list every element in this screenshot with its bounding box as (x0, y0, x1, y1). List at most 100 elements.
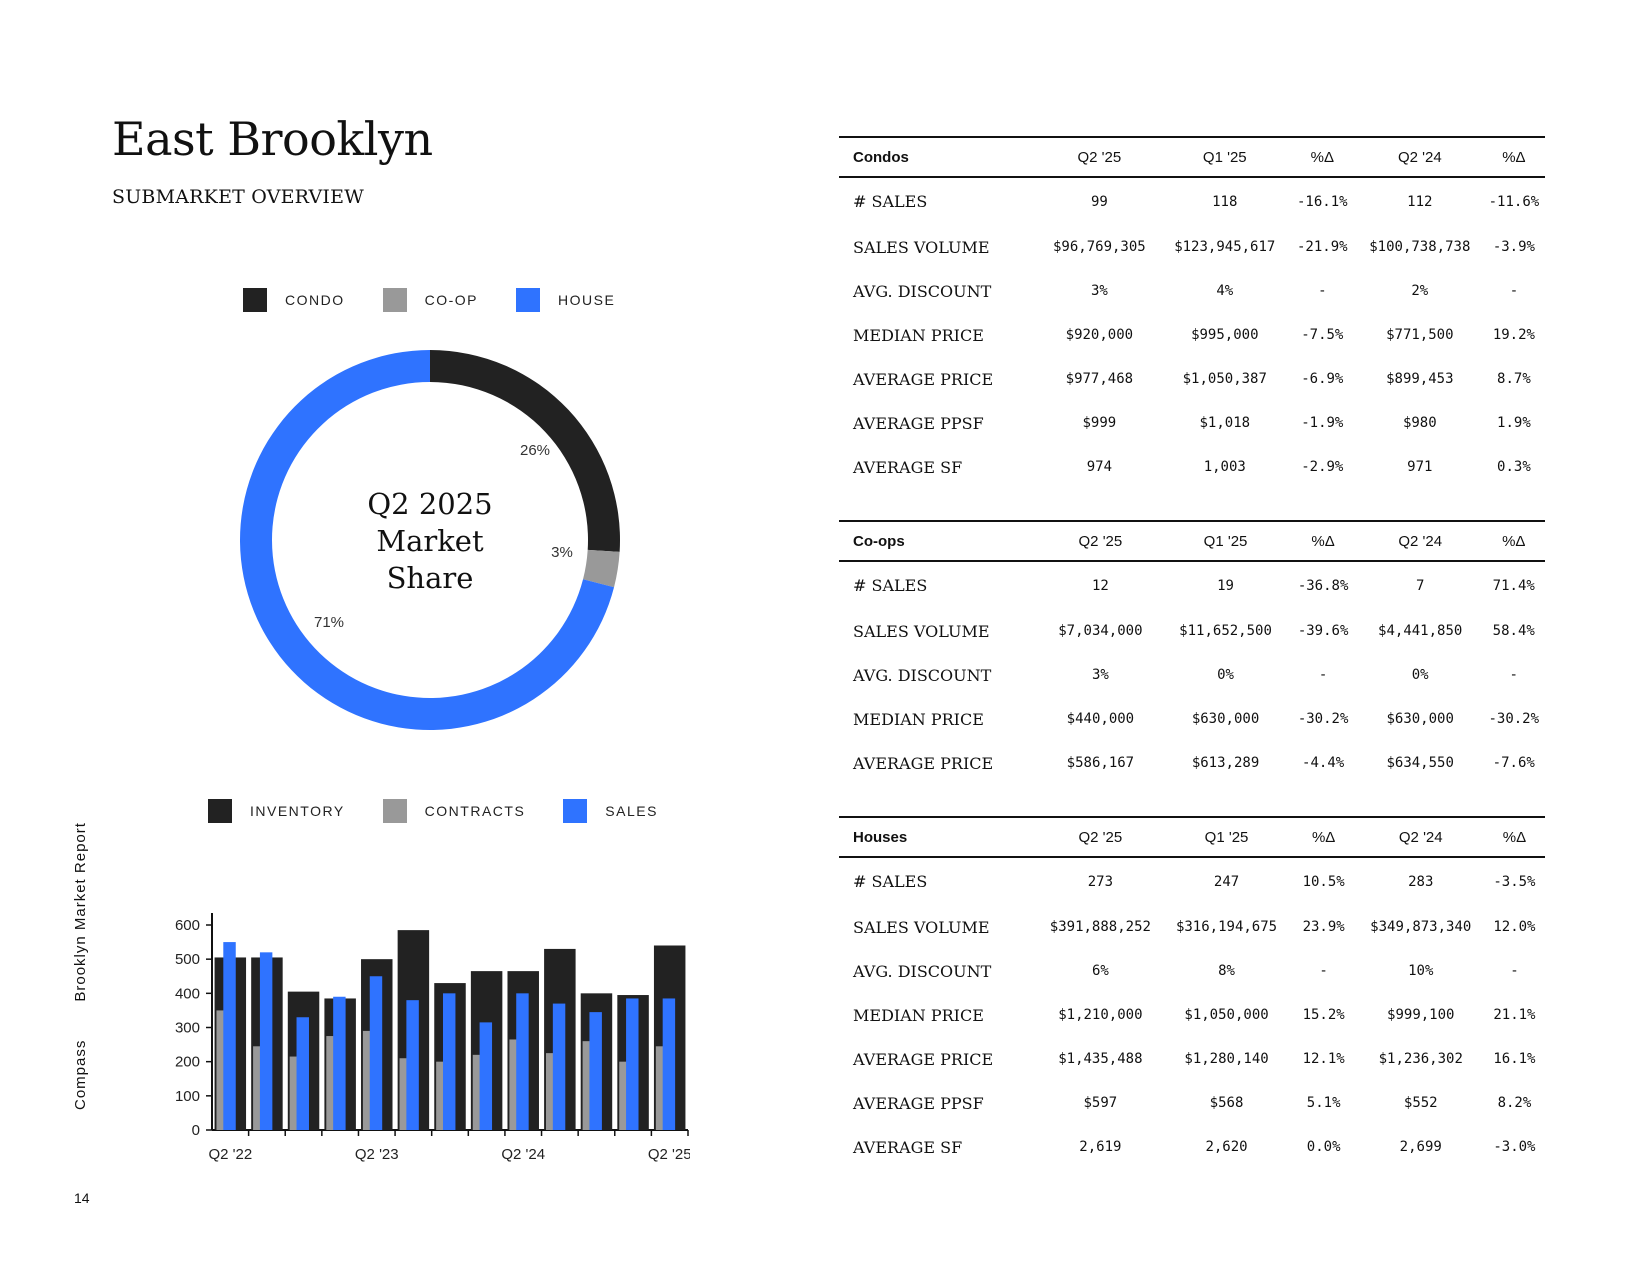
donut-slice-co-op (583, 549, 620, 588)
table-row: # SALES 12 19 -36.8% 7 71.4% (839, 561, 1545, 609)
table-cell: - (1319, 963, 1328, 979)
table-cell: 3% (1091, 667, 1109, 683)
table-cell: 2,699 (1399, 1139, 1442, 1155)
table-cell: $980 (1402, 415, 1437, 431)
y-tick-label: 0 (192, 1122, 200, 1139)
table-row: AVERAGE PRICE $1,435,488 $1,280,140 12.1% $1… (839, 1037, 1545, 1081)
table-cell: $100,738,738 (1369, 239, 1471, 255)
row-label: # SALES (853, 192, 928, 211)
table-cell: 12.0% (1493, 919, 1536, 935)
table-cell: $999 (1082, 415, 1117, 431)
donut-center-label: Market (376, 524, 484, 558)
table-row: # SALES 99 118 -16.1% 112 -11.6% (839, 177, 1545, 225)
table-cell: 6% (1091, 963, 1109, 979)
table-cell: 0.3% (1497, 459, 1531, 475)
inventory-contracts-sales-bar-chart: 0 100 200 300 400 500 600 Q2 '22 Q2 '23 Q2 '24 Q2 … (175, 913, 690, 1163)
table-cell: 7 (1415, 577, 1425, 594)
y-tick-label: 600 (175, 917, 200, 934)
table-cell: -7.6% (1492, 755, 1535, 771)
table-cell: 23.9% (1302, 919, 1345, 935)
y-tick-label: 400 (175, 985, 200, 1002)
table-cell: $349,873,340 (1370, 919, 1472, 935)
table-cell: 0% (1411, 667, 1429, 683)
table-cell: $568 (1209, 1095, 1244, 1111)
legend-coop: CO-OP (382, 288, 478, 312)
column-header: %Δ (1483, 816, 1545, 858)
column-header: Q2 '25 (1037, 816, 1164, 858)
table-cell: 3% (1090, 283, 1108, 299)
donut-center-label: Q2 2025 (367, 487, 492, 521)
table-cell: 58.4% (1492, 623, 1535, 639)
row-label: SALES VOLUME (853, 917, 990, 937)
table-cell: - (1509, 283, 1519, 299)
table-cell: 8.7% (1497, 371, 1531, 387)
table-cell: 10.5% (1302, 873, 1345, 890)
row-label: # SALES (853, 872, 928, 891)
table-cell: 2,619 (1079, 1139, 1122, 1155)
table-cell: -30.2% (1488, 711, 1540, 727)
row-label: SALES VOLUME (853, 621, 990, 641)
column-header: Q1 '25 (1163, 816, 1290, 858)
legend-inventory: INVENTORY (208, 799, 345, 823)
table-cell: $899,453 (1386, 371, 1454, 387)
y-tick-label: 500 (175, 951, 200, 968)
table-row: SALES VOLUME $7,034,000 $11,652,500 -39.6% $… (839, 609, 1545, 653)
donut-center-label: Share (387, 561, 474, 595)
table-row: AVERAGE PPSF $597 $568 5.1% $552 8.2% (839, 1081, 1545, 1125)
table-cell: -1.9% (1301, 415, 1344, 431)
table-cell: - (1510, 963, 1519, 979)
table-cell: $316,194,675 (1175, 919, 1278, 935)
bar-legend: INVENTORY CONTRACTS SALES (208, 799, 658, 823)
table-cell: $7,034,000 (1058, 623, 1143, 639)
y-tick-label: 200 (175, 1054, 200, 1071)
column-header: %Δ (1482, 520, 1545, 562)
table-cell: 112 (1407, 193, 1433, 210)
table-cell: -11.6% (1488, 193, 1540, 210)
bar-sales (223, 942, 236, 1130)
side-label-left: Compass (72, 1039, 89, 1110)
houses-table: Houses Q2 '25 Q1 '25 %Δ Q2 '24 %Δ # SALES 273 24… (839, 816, 1545, 1169)
table-cell: 2% (1411, 283, 1429, 299)
x-tick-label: Q2 '22 (208, 1146, 252, 1163)
table-cell: $597 (1083, 1095, 1118, 1111)
column-header: %Δ (1287, 136, 1357, 178)
table-cell: 8% (1218, 963, 1235, 979)
table-cell: - (1509, 667, 1518, 683)
row-label: AVERAGE SF (853, 457, 963, 477)
table-cell: 4% (1216, 283, 1234, 299)
bar-sales (589, 1012, 602, 1130)
bar-sales (369, 976, 383, 1130)
table-row: AVERAGE PRICE $977,468 $1,050,387 -6.9% $899… (839, 357, 1545, 401)
bar-sales (406, 1000, 419, 1130)
table-cell: -3.5% (1493, 873, 1536, 890)
table-cell: $1,018 (1199, 415, 1251, 431)
table-cell: $1,236,302 (1378, 1051, 1463, 1067)
page-number: 14 (74, 1190, 90, 1206)
column-header: Q2 '24 (1356, 136, 1483, 178)
table-cell: $1,280,140 (1184, 1051, 1269, 1067)
swatch-inventory (208, 799, 232, 823)
table-cell: 19 (1217, 577, 1234, 594)
row-label: MEDIAN PRICE (853, 1005, 984, 1025)
bar-sales (662, 998, 676, 1130)
y-tick-label: 300 (175, 1020, 200, 1037)
x-tick-label: Q2 '25 (648, 1146, 690, 1163)
table-cell: $552 (1403, 1095, 1438, 1111)
table-cell: -4.4% (1302, 755, 1345, 771)
table-cell: $630,000 (1386, 711, 1454, 727)
row-label: AVG. DISCOUNT (853, 281, 992, 301)
legend-contracts-label: CONTRACTS (424, 803, 526, 819)
table-title: Condos (839, 136, 1037, 178)
legend-sales-label: SALES (605, 803, 658, 819)
table-cell: 971 (1407, 459, 1433, 475)
row-label: SALES VOLUME (853, 237, 990, 257)
swatch-house (516, 288, 541, 312)
swatch-coop (382, 288, 407, 312)
table-cell: 10% (1408, 963, 1434, 979)
row-label: MEDIAN PRICE (853, 709, 984, 729)
table-cell: $995,000 (1191, 327, 1259, 343)
table-cell: 247 (1213, 873, 1240, 890)
row-label: AVG. DISCOUNT (853, 961, 992, 981)
table-cell: $391,888,252 (1049, 919, 1151, 935)
bar-sales (552, 1003, 566, 1130)
